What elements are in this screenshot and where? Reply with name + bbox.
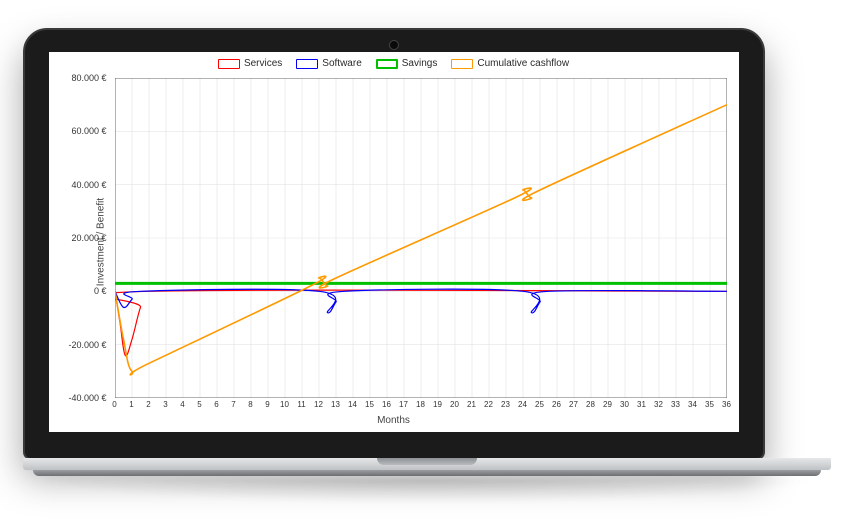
y-tick-label: 20.000 € <box>71 233 106 243</box>
x-tick-label: 10 <box>280 400 289 409</box>
laptop-screen: Services Software Savings Cumulative cashfl… <box>49 52 739 432</box>
laptop-base <box>23 458 831 476</box>
x-tick-label: 4 <box>180 400 184 409</box>
legend-item: Cumulative cashflow <box>451 58 569 69</box>
x-tick-label: 17 <box>399 400 408 409</box>
x-tick-label: 35 <box>705 400 714 409</box>
y-tick-label: 60.000 € <box>71 126 106 136</box>
laptop-reflection <box>26 478 828 504</box>
x-tick-label: 1 <box>129 400 133 409</box>
legend-swatch <box>376 59 398 69</box>
x-tick-label: 26 <box>552 400 561 409</box>
x-tick-label: 18 <box>416 400 425 409</box>
x-tick-label: 9 <box>265 400 269 409</box>
y-tick-label: -20.000 € <box>68 340 106 350</box>
chart-legend: Services Software Savings Cumulative cashfl… <box>49 52 739 69</box>
x-tick-label: 2 <box>146 400 150 409</box>
x-tick-label: 34 <box>688 400 697 409</box>
y-axis-tick-labels: -40.000 €-20.000 €0 €20.000 €40.000 €60.… <box>49 78 111 398</box>
legend-swatch <box>451 59 473 69</box>
laptop-mockup: Services Software Savings Cumulative cashfl… <box>23 28 831 504</box>
x-tick-label: 6 <box>214 400 218 409</box>
x-tick-label: 14 <box>348 400 357 409</box>
x-tick-label: 32 <box>654 400 663 409</box>
chart-plot-area <box>115 78 727 398</box>
legend-label: Services <box>244 58 282 69</box>
x-tick-label: 27 <box>569 400 578 409</box>
x-tick-label: 16 <box>382 400 391 409</box>
x-tick-label: 5 <box>197 400 201 409</box>
legend-item: Software <box>296 58 361 69</box>
x-tick-label: 15 <box>365 400 374 409</box>
x-tick-label: 24 <box>518 400 527 409</box>
x-tick-label: 12 <box>314 400 323 409</box>
x-tick-label: 30 <box>620 400 629 409</box>
laptop-bezel: Services Software Savings Cumulative cashfl… <box>23 28 765 460</box>
x-axis-tick-labels: 0123456789101112131415161718192021222324… <box>115 398 727 414</box>
legend-swatch <box>218 59 240 69</box>
legend-swatch <box>296 59 318 69</box>
x-tick-label: 11 <box>297 400 305 409</box>
x-tick-label: 29 <box>603 400 612 409</box>
x-tick-label: 8 <box>248 400 252 409</box>
legend-label: Savings <box>402 58 438 69</box>
legend-label: Software <box>322 58 361 69</box>
x-tick-label: 23 <box>501 400 510 409</box>
y-tick-label: 40.000 € <box>71 180 106 190</box>
legend-label: Cumulative cashflow <box>477 58 569 69</box>
x-axis-title: Months <box>49 415 739 426</box>
y-tick-label: 80.000 € <box>71 73 106 83</box>
x-tick-label: 21 <box>467 400 476 409</box>
y-tick-label: 0 € <box>94 286 107 296</box>
y-tick-label: -40.000 € <box>68 393 106 403</box>
x-tick-label: 13 <box>331 400 340 409</box>
legend-item: Savings <box>376 58 438 69</box>
x-tick-label: 19 <box>433 400 442 409</box>
x-tick-label: 7 <box>231 400 235 409</box>
x-tick-label: 28 <box>586 400 595 409</box>
x-tick-label: 20 <box>450 400 459 409</box>
x-tick-label: 25 <box>535 400 544 409</box>
legend-item: Services <box>218 58 282 69</box>
camera-dot <box>389 40 399 50</box>
x-tick-label: 36 <box>722 400 731 409</box>
x-tick-label: 31 <box>637 400 646 409</box>
x-tick-label: 3 <box>163 400 167 409</box>
x-tick-label: 22 <box>484 400 493 409</box>
x-tick-label: 33 <box>671 400 680 409</box>
x-tick-label: 0 <box>112 400 116 409</box>
stage: Services Software Savings Cumulative cashfl… <box>0 0 853 530</box>
